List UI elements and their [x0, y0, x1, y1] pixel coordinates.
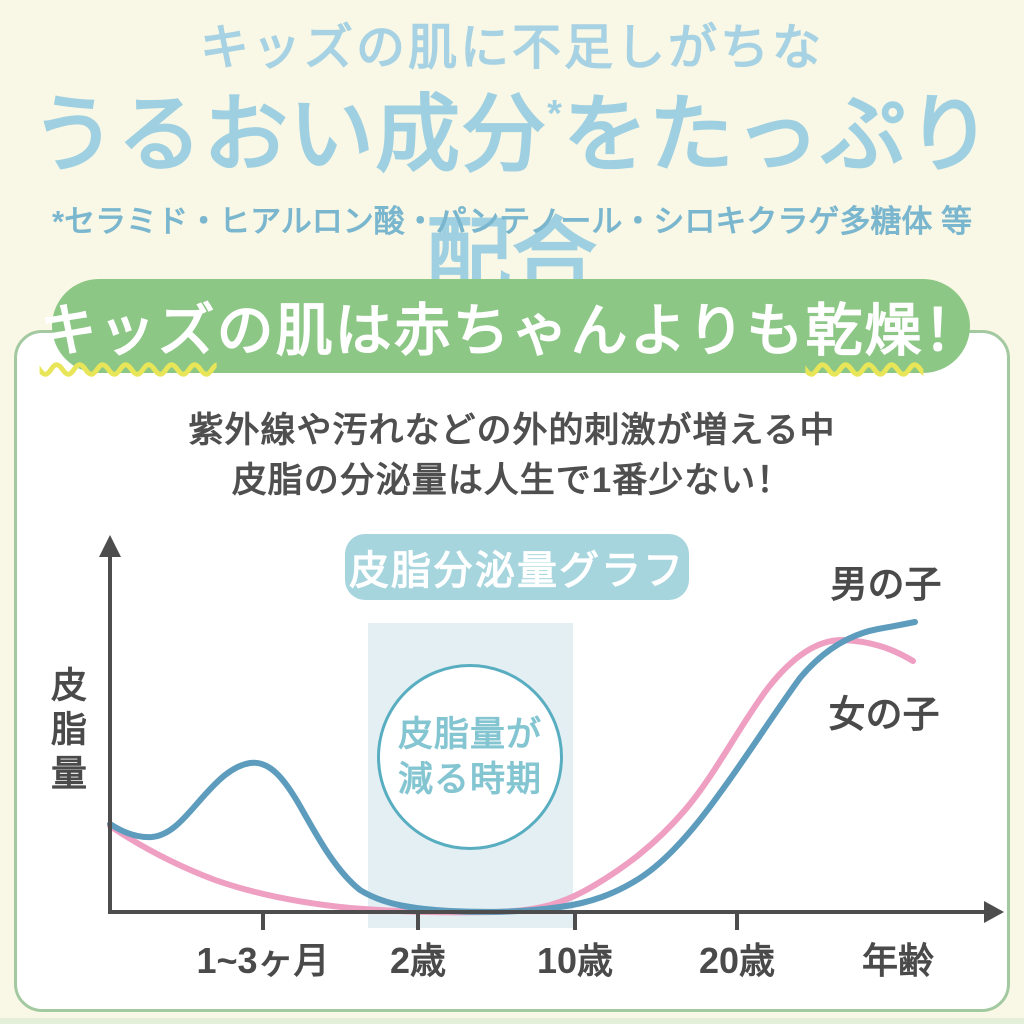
x-axis-arrow-icon — [984, 901, 1004, 923]
annotation-circle: 皮脂量が 減る時期 — [377, 664, 563, 850]
x-tick-label-1-3months: 1~3ヶ月 — [196, 940, 330, 981]
annotation-line2: 減る時期 — [397, 760, 542, 799]
banner-dry-underlined: 乾燥 — [805, 299, 924, 363]
x-tick-label-10years: 10歳 — [536, 940, 614, 981]
card-subtitle-line1: 紫外線や汚れなどの外的刺激が増える中 — [188, 411, 836, 450]
banner-heading: キッズ の肌は赤ちゃんよりも 乾燥！ — [40, 279, 980, 373]
title-moisture-text: うるおい成分 — [31, 88, 548, 183]
banner-exclaim: ！ — [923, 299, 983, 363]
legend-girl: 女の子 — [828, 694, 940, 735]
bottom-edge-strip — [0, 1018, 1024, 1024]
y-axis-label: 皮脂量 — [46, 666, 87, 798]
x-tick-label-2years: 2歳 — [389, 940, 447, 981]
ingredients-footnote: *セラミド・ヒアルロン酸・パンテノール・シロキクラゲ多糖体 等 — [52, 204, 972, 239]
page-title-line1: キッズの肌に不足しがちな — [199, 21, 824, 75]
girl-series-line — [107, 636, 916, 916]
card-subtitle-line2: 皮脂の分泌量は人生で1番少ない！ — [231, 461, 793, 500]
chart-title-badge: 皮脂分泌量グラフ — [345, 534, 689, 600]
x-axis-title: 年齢 — [861, 940, 934, 981]
y-axis-arrow-icon — [99, 535, 121, 557]
legend-boy: 男の子 — [830, 564, 942, 605]
banner-kids-underlined: キッズ — [39, 299, 217, 363]
x-tick-label-20years: 20歳 — [698, 940, 776, 981]
title-asterisk: * — [547, 93, 563, 135]
banner-middle-text: の肌は赤ちゃんよりも — [216, 299, 806, 363]
annotation-line1: 皮脂量が — [397, 714, 542, 754]
